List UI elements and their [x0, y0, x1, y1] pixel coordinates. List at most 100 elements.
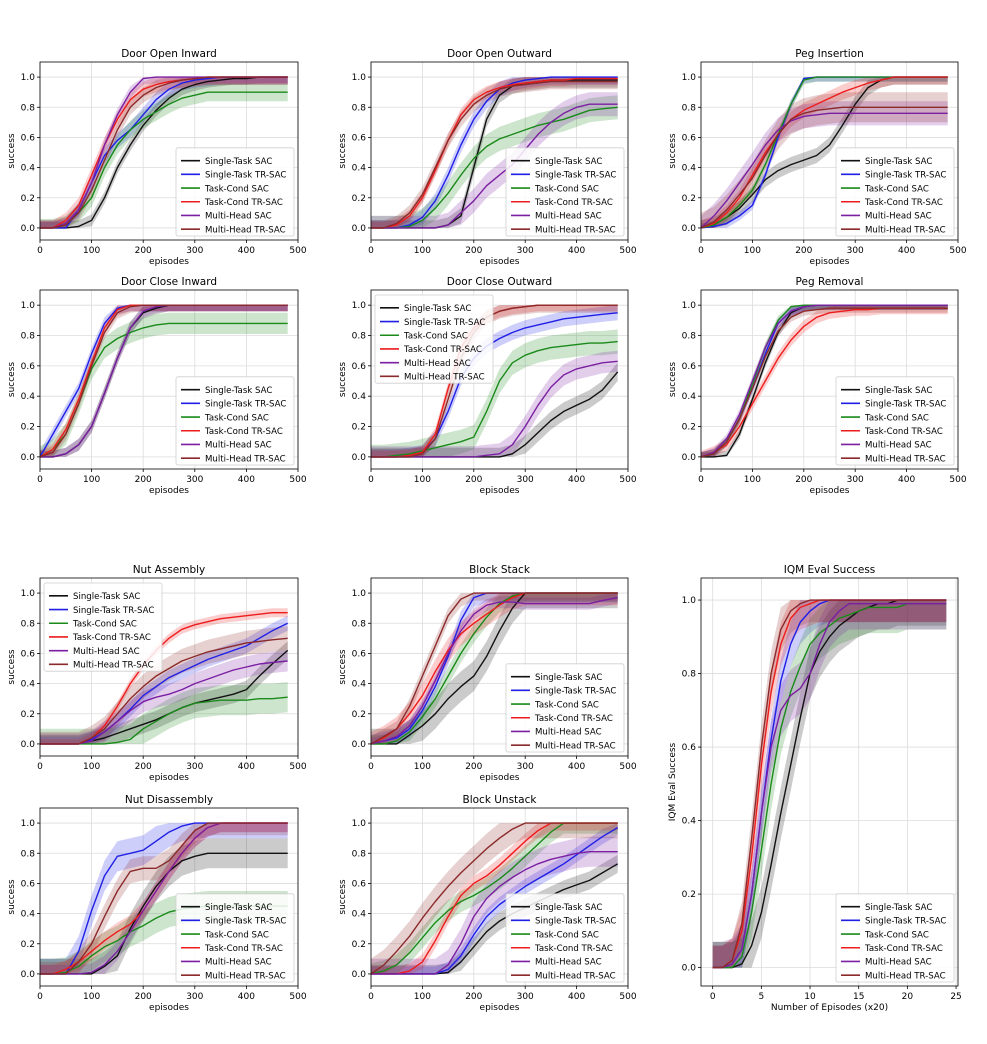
chart-panel-4: 0 100 200 300 400 500 0.0 0.2 0.4 0.6 0.8 1.0 Door C… — [7, 276, 307, 496]
legend-label: Multi-Head TR-SAC — [865, 971, 946, 981]
plot-series-group — [701, 304, 948, 458]
series-line — [371, 851, 618, 975]
series-line — [371, 592, 618, 745]
x-axis-label: episodes — [149, 1003, 189, 1013]
x-tick-label: 5 — [758, 992, 764, 1002]
axes-frame — [370, 577, 629, 757]
legend-label: Task-Cond TR-SAC — [864, 944, 943, 954]
y-tick-label: 1.0 — [21, 589, 36, 599]
legend-label: Single-Task TR-SAC — [865, 400, 946, 410]
legend-label: Multi-Head TR-SAC — [535, 741, 616, 751]
x-tick-label: 200 — [465, 246, 482, 256]
x-tick-label: 200 — [795, 475, 812, 485]
x-tick-label: 300 — [517, 246, 534, 256]
y-axis-label: success — [668, 133, 678, 169]
legend-label: Multi-Head TR-SAC — [535, 225, 616, 235]
legend-label: Task-Cond SAC — [864, 930, 929, 940]
y-tick-label: 1.0 — [682, 301, 697, 311]
y-tick-label: 1.0 — [21, 73, 36, 83]
y-tick-label: 0.6 — [682, 362, 697, 372]
legend-label: Multi-Head SAC — [865, 441, 932, 451]
confidence-band — [371, 593, 618, 744]
y-tick-label: 0.6 — [21, 362, 36, 372]
x-tick-label: 15 — [853, 992, 864, 1002]
y-tick-label: 0.0 — [352, 453, 367, 463]
y-tick-label: 0.4 — [21, 680, 36, 690]
x-tick-label: 200 — [135, 992, 152, 1002]
legend: Single-Task SAC Single-Task TR-SAC Task-Co… — [175, 376, 295, 466]
confidence-band — [40, 650, 288, 744]
x-tick-label: 100 — [414, 475, 431, 485]
x-tick-label: 200 — [135, 475, 152, 485]
legend-label: Single-Task SAC — [73, 592, 140, 602]
y-tick-label: 0.6 — [21, 649, 36, 659]
y-tick-label: 0.6 — [682, 743, 697, 753]
x-tick-label: 500 — [619, 992, 636, 1002]
series-line — [371, 80, 618, 229]
y-tick-label: 0.2 — [352, 423, 366, 433]
x-tick-label: 300 — [517, 992, 534, 1002]
x-axis-label: episodes — [480, 1003, 520, 1013]
axes-frame — [700, 289, 959, 470]
legend-label: Multi-Head TR-SAC — [205, 225, 286, 235]
x-tick-label: 25 — [950, 992, 961, 1002]
confidence-band — [40, 83, 288, 228]
confidence-band — [40, 823, 288, 974]
y-tick-label: 0.0 — [352, 224, 367, 234]
chart-title: Door Open Inward — [121, 48, 217, 60]
chart-title: Peg Insertion — [795, 48, 864, 60]
legend-label: Task-Cond TR-SAC — [204, 198, 283, 208]
y-axis-label: success — [668, 362, 678, 398]
legend: Single-Task SAC Single-Task TR-SAC Task-Co… — [505, 147, 625, 237]
x-tick-label: 10 — [804, 992, 816, 1002]
y-tick-label: 0.0 — [21, 224, 36, 234]
x-tick-label: 400 — [568, 246, 585, 256]
chart-panel-6: 0 100 200 300 400 500 0.0 0.2 0.4 0.6 0.8 1.0 Peg Re… — [668, 276, 967, 496]
x-tick-label: 400 — [238, 475, 255, 485]
legend-label: Task-Cond SAC — [204, 184, 269, 194]
legend-label: Multi-Head SAC — [535, 728, 602, 738]
legend: Single-Task SAC Single-Task TR-SAC Task-Co… — [43, 582, 163, 672]
y-tick-label: 0.2 — [21, 710, 35, 720]
legend-label: Task-Cond TR-SAC — [403, 345, 482, 355]
y-tick-label: 0.2 — [352, 194, 366, 204]
legend-label: Multi-Head SAC — [865, 212, 932, 222]
legend: Single-Task SAC Single-Task TR-SAC Task-Co… — [374, 294, 494, 384]
series-line — [701, 106, 948, 229]
confidence-band — [371, 92, 618, 228]
series-line — [371, 77, 618, 229]
legend-label: Multi-Head SAC — [73, 647, 140, 657]
chart-panel-2: 0 100 200 300 400 500 0.0 0.2 0.4 0.6 0.8 1.0 Door O… — [338, 48, 637, 267]
y-tick-label: 0.8 — [352, 332, 367, 342]
series-line — [371, 106, 618, 229]
x-axis-label: episodes — [149, 257, 189, 267]
confidence-band — [40, 823, 288, 974]
legend-label: Single-Task TR-SAC — [535, 687, 616, 697]
series-line — [712, 603, 947, 969]
x-axis-label: episodes — [480, 257, 520, 267]
x-tick-label: 300 — [517, 475, 534, 485]
x-tick-label: 100 — [414, 246, 431, 256]
x-tick-label: 200 — [465, 762, 482, 772]
x-axis-label: episodes — [810, 257, 850, 267]
y-tick-label: 0.4 — [352, 910, 367, 920]
y-tick-label: 0.4 — [21, 910, 36, 920]
legend-label: Task-Cond SAC — [864, 413, 929, 423]
chart-title: Door Open Outward — [447, 48, 552, 60]
series-line — [40, 822, 288, 975]
x-tick-label: 500 — [619, 762, 636, 772]
legend-label: Task-Cond SAC — [534, 930, 599, 940]
y-axis-label: success — [338, 362, 348, 398]
legend-box — [505, 663, 625, 753]
series-line — [371, 340, 618, 458]
x-tick-label: 300 — [186, 475, 203, 485]
y-tick-label: 0.4 — [682, 164, 697, 174]
series-line — [371, 103, 618, 229]
legend-label: Single-Task TR-SAC — [865, 917, 946, 927]
legend-label: Task-Cond SAC — [204, 930, 269, 940]
legend-label: Single-Task SAC — [535, 903, 602, 913]
legend-box — [835, 376, 955, 466]
legend-label: Single-Task TR-SAC — [73, 606, 154, 616]
plot-series-group — [371, 592, 618, 745]
x-tick-label: 100 — [83, 762, 100, 772]
